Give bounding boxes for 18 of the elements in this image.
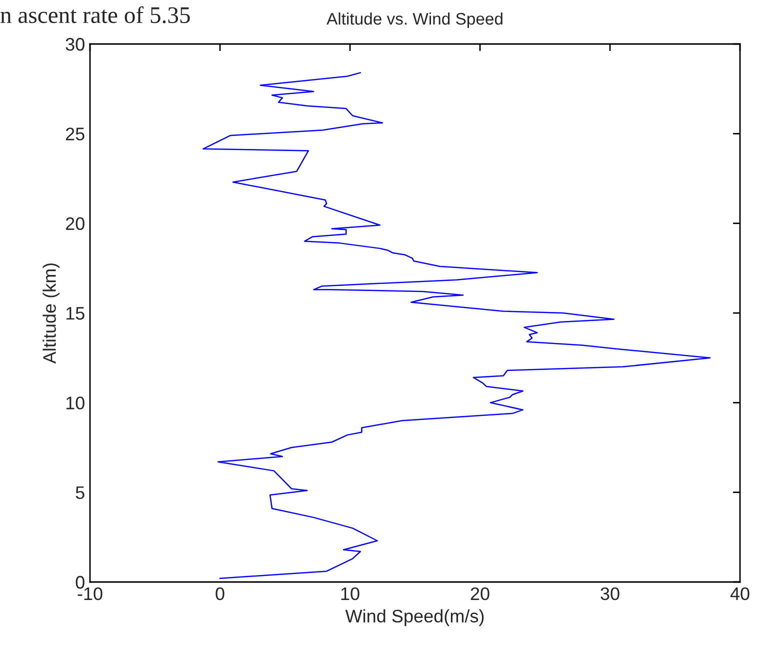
line-series bbox=[202, 72, 711, 580]
y-tick-label: 30 bbox=[66, 38, 84, 51]
y-axis-title: Altitude (km) bbox=[42, 263, 60, 364]
x-tick-label: 10 bbox=[341, 587, 360, 600]
x-axis-title: Wind Speed(m/s) bbox=[345, 609, 484, 626]
x-tick-label: 20 bbox=[470, 587, 490, 600]
x-tick-label: 0 bbox=[216, 587, 224, 600]
x-tick-label: -10 bbox=[78, 587, 102, 600]
y-tick-label: 0 bbox=[76, 576, 84, 589]
y-tick-label: 20 bbox=[66, 217, 84, 230]
x-tick-label: 30 bbox=[600, 587, 620, 600]
text: n ascent rate of 5.35 bbox=[0, 6, 190, 24]
x-tick-label: 40 bbox=[730, 587, 750, 600]
y-tick-label: 25 bbox=[66, 128, 84, 140]
y-tick-label: 5 bbox=[76, 486, 84, 500]
y-tick-label: 15 bbox=[66, 307, 84, 320]
y-tick-label: 10 bbox=[66, 396, 84, 410]
chart-title: Altitude vs. Wind Speed bbox=[326, 12, 502, 28]
